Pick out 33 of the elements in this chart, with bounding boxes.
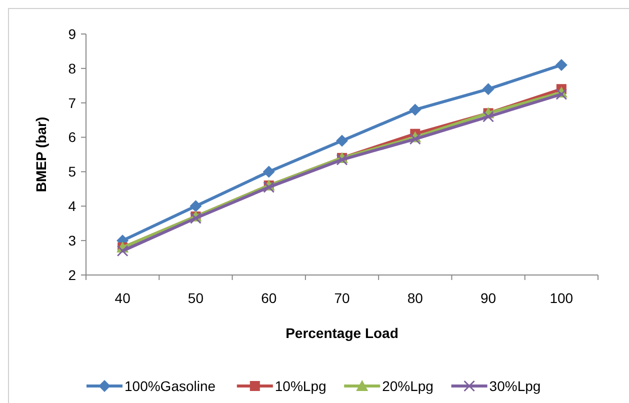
x-tick-label: 40 (114, 290, 131, 306)
x-tick-label: 60 (261, 290, 277, 306)
legend-label: 100%Gasoline (124, 378, 216, 394)
point (409, 104, 422, 116)
point (262, 166, 275, 178)
x-tick-label: 80 (407, 290, 424, 306)
point (336, 134, 348, 147)
y-axis-title: BMEP (bar) (33, 116, 49, 192)
y-tick-label: 3 (68, 232, 76, 248)
point (116, 245, 128, 257)
point (482, 110, 494, 122)
x-tick-label: 50 (188, 290, 204, 306)
point (555, 58, 568, 71)
y-tick-label: 6 (68, 129, 76, 146)
x-tick-label: 70 (334, 290, 350, 306)
x-axis-title: Percentage Load (286, 325, 398, 341)
point (190, 200, 202, 212)
y-tick-label: 5 (68, 164, 76, 180)
point (336, 154, 348, 166)
legend-label: 20%Lpg (382, 378, 434, 394)
y-tick-label: 4 (68, 198, 76, 214)
point (263, 181, 275, 193)
y-tick-label: 7 (68, 94, 76, 111)
point (482, 83, 494, 96)
legend-label: 30%Lpg (489, 378, 541, 394)
x-tick-label: 100 (550, 290, 574, 306)
point (190, 212, 202, 224)
y-tick-label: 2 (68, 266, 76, 283)
y-tick-label: 8 (68, 60, 76, 76)
y-tick-label: 9 (68, 26, 76, 42)
x-tick-label: 90 (480, 290, 496, 306)
legend-label: 10%Lpg (274, 378, 326, 394)
point (409, 133, 421, 145)
